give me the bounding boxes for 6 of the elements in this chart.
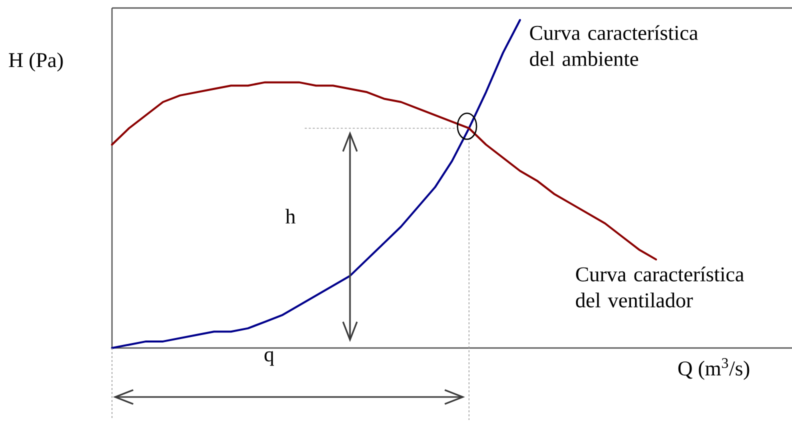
series-label: Curva característica del ventilador [576,266,744,308]
series-label: Curva característica del ambiente [530,25,698,66]
y-axis-title: H (Pa) [8,52,63,72]
annotation: h [285,208,296,224]
x-axis-title: Q (m$^{3}$/s) [678,358,750,380]
text: q [264,351,274,366]
